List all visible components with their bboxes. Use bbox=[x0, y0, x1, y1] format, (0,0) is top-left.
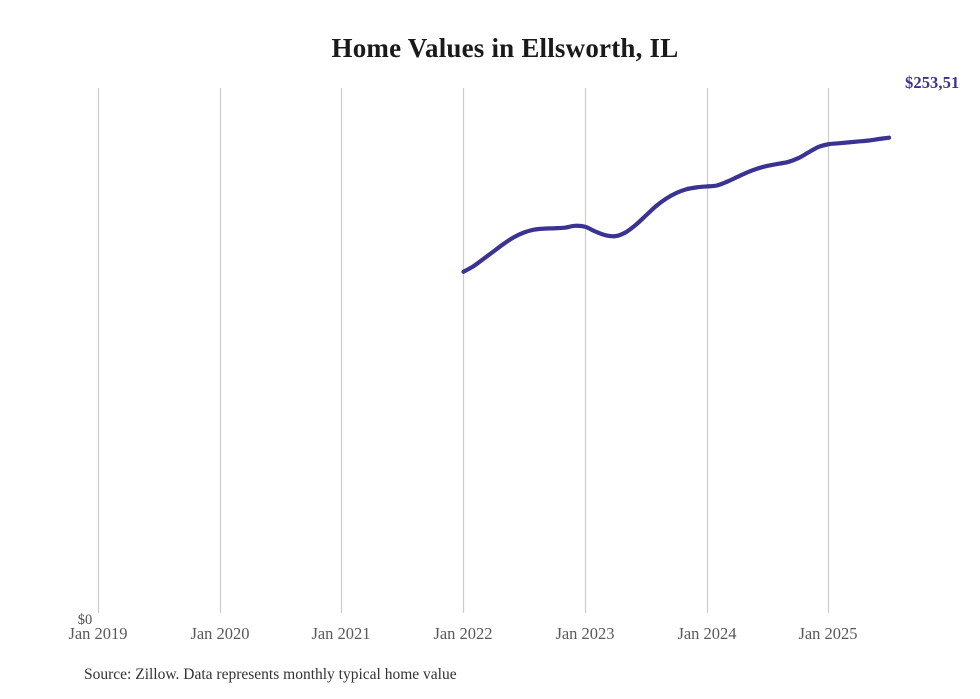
home-value-line bbox=[461, 135, 892, 274]
x-tick-jan-2023: Jan 2023 bbox=[555, 624, 615, 643]
x-tick-jan-2021: Jan 2021 bbox=[311, 624, 371, 643]
x-tick-jan-2019: Jan 2019 bbox=[68, 624, 128, 643]
gridlines bbox=[97, 88, 830, 613]
x-tick-jan-2020: Jan 2020 bbox=[190, 624, 250, 643]
x-tick-jan-2022: Jan 2022 bbox=[433, 624, 493, 643]
y-tick-zero: $0 bbox=[77, 612, 93, 628]
x-tick-jan-2025: Jan 2025 bbox=[798, 624, 858, 643]
source-note: Source: Zillow. Data represents monthly … bbox=[84, 666, 457, 683]
endpoint-value-label: $253,51 bbox=[905, 73, 960, 92]
page-title: Home Values in Ellsworth, IL bbox=[331, 33, 679, 63]
x-tick-jan-2024: Jan 2024 bbox=[677, 624, 737, 643]
